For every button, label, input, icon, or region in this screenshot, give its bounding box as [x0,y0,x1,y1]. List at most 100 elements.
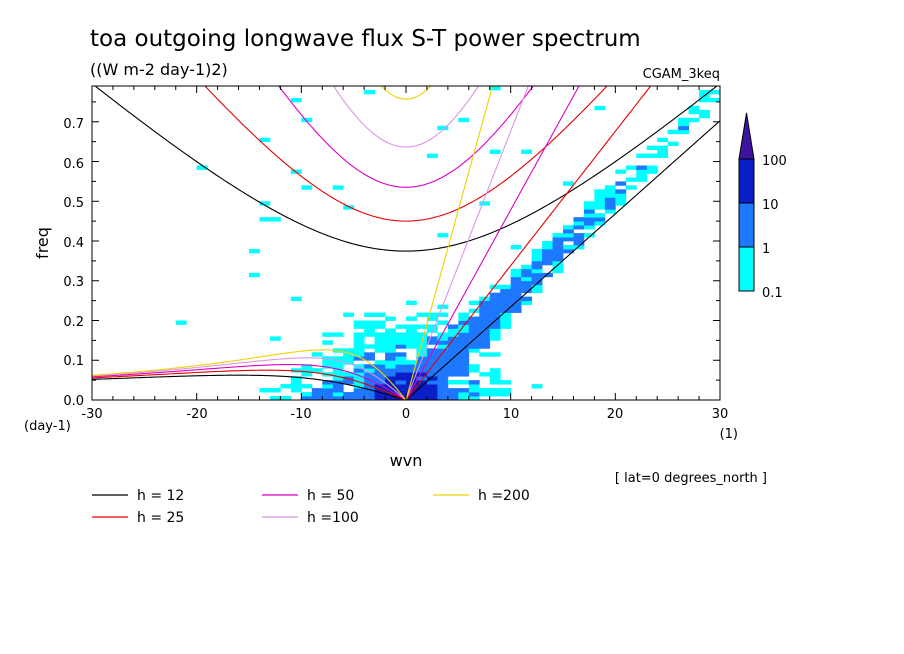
spectrum-cell [552,241,564,246]
spectrum-cell [625,177,637,182]
spectrum-cell [426,360,438,365]
spectrum-cell [437,368,449,373]
spectrum-cell [374,392,386,397]
spectrum-cell [594,193,606,198]
rossby-curve [92,364,407,400]
spectrum-cell [374,336,386,341]
spectrum-cell [667,141,679,147]
x-axis-label: wvn [390,451,423,470]
spectrum-cell [364,384,375,389]
spectrum-cell [290,388,302,393]
spectrum-cell [406,316,417,321]
spectrum-cell [406,364,417,369]
spectrum-cell [280,384,292,389]
spectrum-cell [458,356,470,361]
spectrum-cell [374,332,386,337]
spectrum-cell [406,340,417,345]
spectrum-cell [521,284,532,290]
spectrum-cell [322,392,334,397]
spectrum-cell [301,396,313,400]
spectrum-cell [489,352,501,357]
spectrum-cell [583,217,595,222]
spectrum-cell [531,272,543,278]
spectrum-cell [416,380,428,385]
spectrum-cell [521,296,532,302]
spectrum-cell [479,340,491,345]
spectrum-cell [437,392,449,397]
spectrum-cell [468,396,480,400]
spectrum-cell [468,388,480,393]
legend-entry: h = 12 [92,488,184,504]
spectrum-cell [290,368,302,373]
spectrum-cell [374,368,386,373]
spectrum-cell [426,324,438,329]
spectrum-cell [688,117,700,123]
spectrum-cell [385,372,396,377]
spectrum-cell [521,300,532,306]
spectrum-cell [311,368,323,373]
spectrum-cell [500,288,512,294]
spectrum-cell [353,372,365,377]
spectrum-cell [343,376,355,381]
spectrum-cell [699,97,710,103]
legend-entry: h =100 [262,510,359,526]
spectrum-cell [552,233,564,238]
spectrum-cell [343,360,355,365]
spectrum-cell [406,324,417,329]
spectrum-cell [395,380,407,385]
y-tick-label: 0.1 [63,354,84,369]
spectrum-cell [353,324,365,329]
spectrum-cell [374,348,386,353]
inertia-gravity-curve [278,86,534,188]
spectrum-cell [406,300,417,306]
spectrum-cell [594,217,606,222]
spectrum-cell [395,324,407,329]
spectrum-cell [563,225,574,230]
spectrum-cell [479,312,491,317]
y-tick-label: 0.2 [63,315,84,330]
spectrum-cell [552,256,564,262]
spectrum-cell [594,201,606,206]
spectrum-cell [489,332,501,337]
spectrum-cell [636,169,648,174]
spectrum-cell [489,292,501,298]
spectrum-cell [353,396,365,400]
spectrum-cell [332,372,344,377]
spectrum-cell [500,392,512,397]
spectrum-cell [688,105,700,111]
spectrum-cell [343,372,355,377]
spectrum-cell [343,380,355,385]
spectrum-cell [489,308,501,313]
spectrum-cell [364,376,375,381]
spectrum-cell [552,264,564,270]
spectrum-cell [353,336,365,341]
spectrum-cell [479,344,491,349]
y-axis-label: freq [33,227,52,259]
spectrum-cell [332,185,344,190]
spectrum-cell [437,384,449,389]
spectrum-cell [447,380,459,385]
spectrum-cell [594,105,606,111]
spectrum-cell [364,320,375,325]
colorbar-label: 1 [762,242,770,257]
spectrum-cell [196,165,208,170]
spectrum-cell [426,312,438,317]
spectrum-cell [542,272,553,278]
spectrum-cell [583,209,595,214]
spectrum-cell [552,268,564,274]
x-tick-label: 20 [607,407,624,422]
spectrum-cell [353,368,365,373]
rossby-curve [92,369,407,400]
spectrum-cell [678,121,689,127]
spectrum-cell [625,165,637,170]
spectrum-cell [385,396,396,400]
spectrum-cell [468,300,480,306]
spectrum-cell [364,356,375,361]
spectrum-cell [395,384,407,389]
spectrum-cell [489,149,501,154]
spectrum-cell [500,312,512,317]
spectrum-cell [332,368,344,373]
kelvin-curve [405,86,652,400]
x-tick-label: 0 [402,407,410,422]
spectrum-cell [437,356,449,361]
